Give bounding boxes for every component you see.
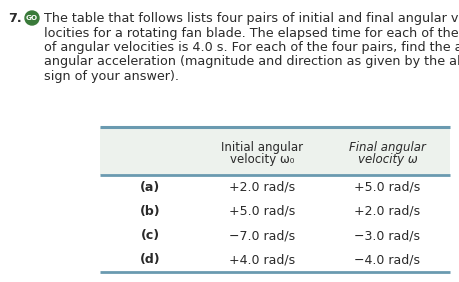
Text: +4.0 rad/s: +4.0 rad/s — [230, 253, 296, 266]
Text: sign of your answer).: sign of your answer). — [44, 70, 179, 83]
Text: of angular velocities is 4.0 s. For each of the four pairs, find the average: of angular velocities is 4.0 s. For each… — [44, 41, 459, 54]
Text: Final angular: Final angular — [349, 140, 426, 153]
Text: +2.0 rad/s: +2.0 rad/s — [230, 181, 296, 194]
Text: The table that follows lists four pairs of initial and final angular ve-: The table that follows lists four pairs … — [44, 12, 459, 25]
Text: (c): (c) — [140, 229, 160, 242]
Text: angular acceleration (magnitude and direction as given by the algebraic: angular acceleration (magnitude and dire… — [44, 56, 459, 69]
Text: Initial angular: Initial angular — [221, 140, 303, 153]
Text: (b): (b) — [140, 205, 160, 218]
Text: +2.0 rad/s: +2.0 rad/s — [354, 205, 420, 218]
Text: locities for a rotating fan blade. The elapsed time for each of the four pairs: locities for a rotating fan blade. The e… — [44, 27, 459, 39]
Text: +5.0 rad/s: +5.0 rad/s — [230, 205, 296, 218]
Text: (a): (a) — [140, 181, 160, 194]
Text: GO: GO — [26, 15, 38, 21]
Text: (d): (d) — [140, 253, 160, 266]
Text: velocity ω: velocity ω — [358, 153, 417, 166]
Circle shape — [25, 11, 39, 25]
Text: −4.0 rad/s: −4.0 rad/s — [354, 253, 420, 266]
Bar — [100, 127, 450, 175]
Text: velocity ω₀: velocity ω₀ — [230, 153, 295, 166]
Text: 7.: 7. — [8, 12, 22, 25]
Text: +5.0 rad/s: +5.0 rad/s — [354, 181, 420, 194]
Text: −3.0 rad/s: −3.0 rad/s — [354, 229, 420, 242]
Text: −7.0 rad/s: −7.0 rad/s — [230, 229, 296, 242]
